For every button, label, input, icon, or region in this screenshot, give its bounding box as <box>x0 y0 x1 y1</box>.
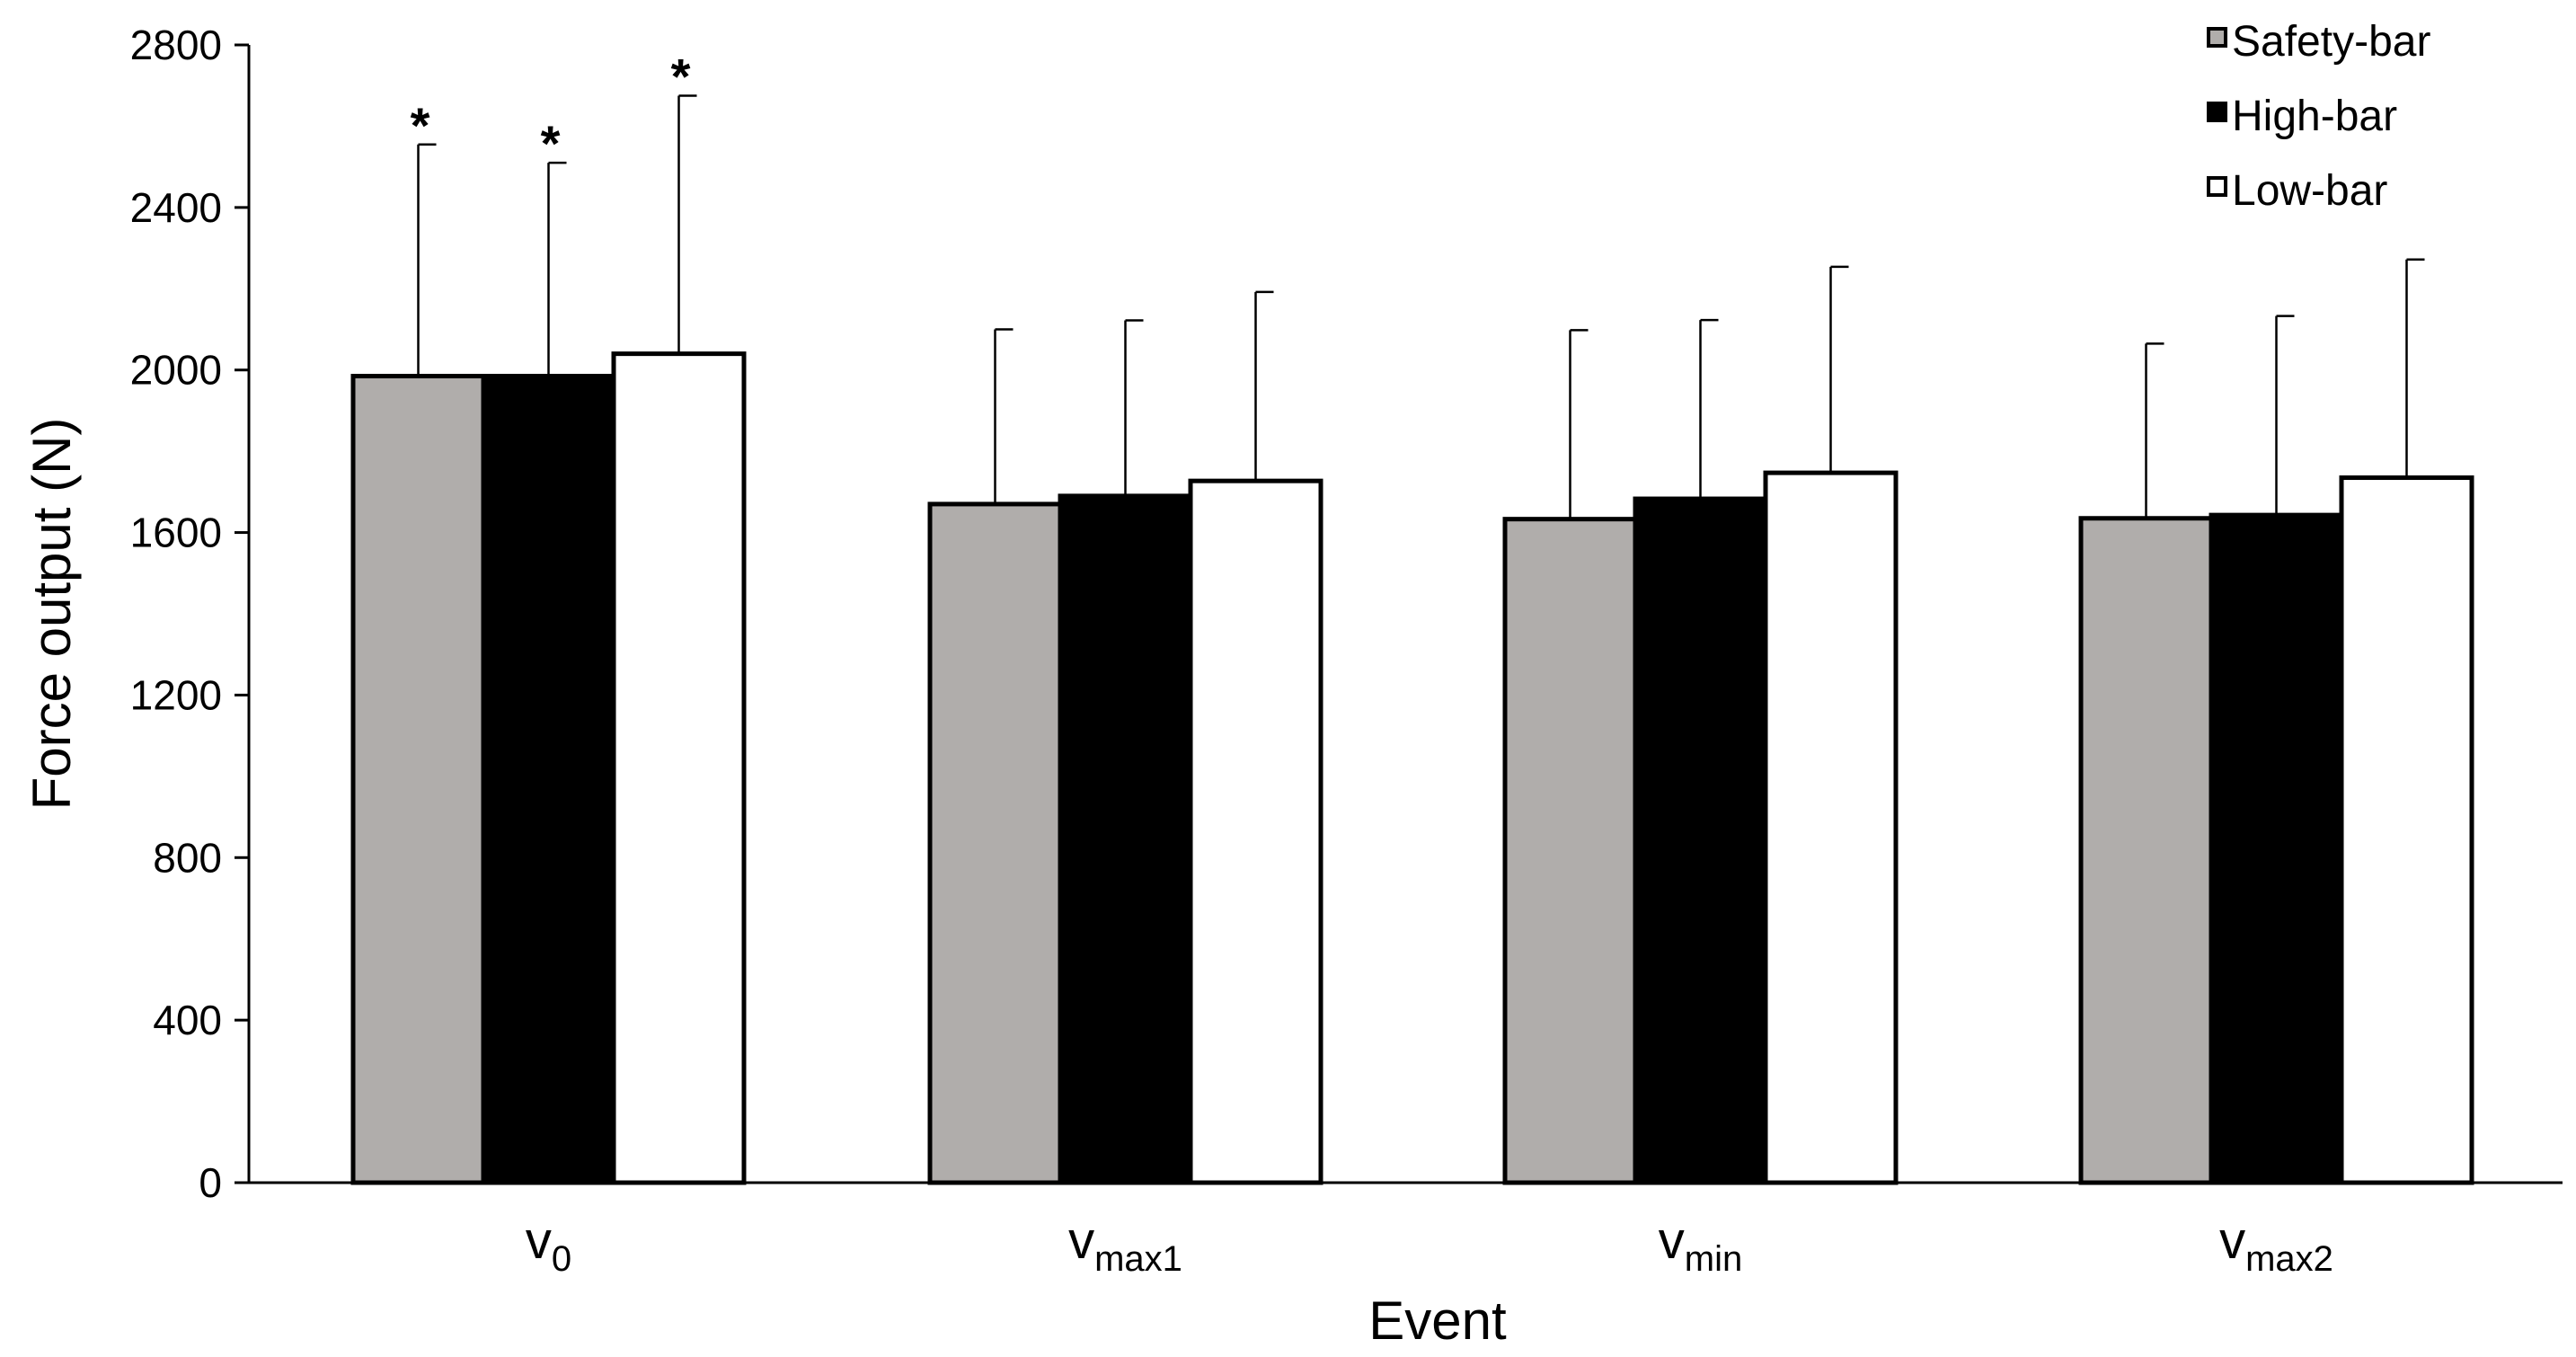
x-category-label: v0 <box>526 1211 571 1279</box>
y-tick-label: 2000 <box>130 347 222 394</box>
significance-asterisk-0: * <box>411 97 430 154</box>
y-axis-title: Force output (N) <box>22 418 82 811</box>
legend-swatch-safety-bar <box>2207 27 2227 48</box>
y-tick-label: 0 <box>199 1159 222 1206</box>
axes-layer <box>247 45 2563 1184</box>
legend-label-low-bar: Low-bar <box>2232 167 2387 215</box>
bar-high-bar-0 <box>481 373 616 1185</box>
bar-low-bar-0 <box>611 351 747 1185</box>
legend-swatch-high-bar <box>2207 102 2227 122</box>
bar-low-bar-3 <box>2339 475 2474 1185</box>
y-tick-label: 1600 <box>130 510 222 556</box>
y-tick-label: 400 <box>153 997 222 1043</box>
x-axis-title: Event <box>1368 1290 1507 1351</box>
x-category-labels: v0 vmax1 vmin vmax2 <box>526 1211 2333 1279</box>
bars-layer <box>350 351 2474 1185</box>
y-tick-label: 2400 <box>130 184 222 231</box>
bar-safety-bar-0 <box>350 373 486 1185</box>
significance-annotations: * * * <box>411 49 691 173</box>
significance-asterisk-2: * <box>671 49 691 105</box>
legend-label-high-bar: High-bar <box>2232 93 2397 140</box>
error-bars-layer <box>417 94 2425 519</box>
y-tick-label: 800 <box>153 834 222 881</box>
y-tick-label: 1200 <box>130 671 222 718</box>
bar-high-bar-3 <box>2209 512 2344 1185</box>
bar-low-bar-1 <box>1188 478 1323 1185</box>
y-ticks: 0 400 800 1200 1600 2000 2400 2800 <box>130 22 249 1206</box>
x-category-label: vmax2 <box>2219 1211 2333 1279</box>
legend-label-safety-bar: Safety-bar <box>2232 18 2430 66</box>
bar-high-bar-2 <box>1633 496 1768 1185</box>
legend: Safety-bar High-bar Low-bar <box>2207 18 2430 215</box>
significance-asterisk-1: * <box>541 115 561 172</box>
y-tick-label: 2800 <box>130 22 222 68</box>
bar-safety-bar-3 <box>2078 516 2214 1185</box>
bar-low-bar-2 <box>1763 470 1899 1185</box>
legend-swatch-low-bar <box>2207 176 2227 197</box>
bar-safety-bar-1 <box>927 501 1063 1185</box>
x-category-label: vmax1 <box>1068 1211 1182 1279</box>
bar-safety-bar-2 <box>1502 517 1638 1185</box>
bar-high-bar-1 <box>1058 493 1193 1185</box>
x-category-label: vmin <box>1659 1211 1742 1279</box>
